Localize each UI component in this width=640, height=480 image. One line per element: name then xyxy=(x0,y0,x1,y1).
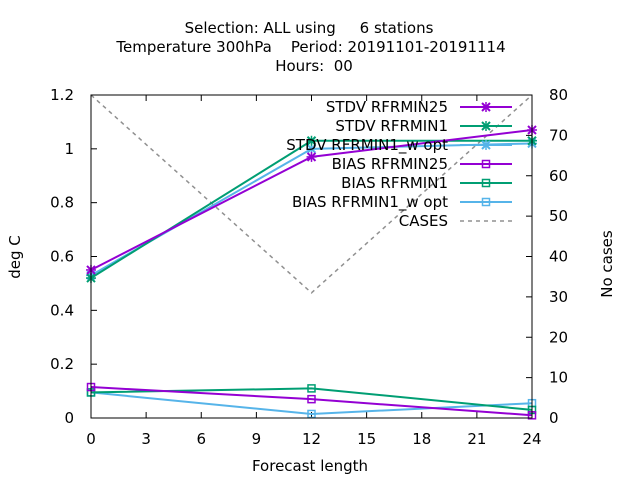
y-tick-label: 0.4 xyxy=(50,301,74,319)
y2-tick-label: 70 xyxy=(549,126,568,144)
title-line-2: Temperature 300hPa Period: 20191101-2019… xyxy=(115,38,505,56)
y-tick-label: 1 xyxy=(64,140,74,158)
legend-marker xyxy=(481,140,491,150)
x-tick-label: 15 xyxy=(357,430,376,448)
series-line xyxy=(90,94,533,294)
y-tick-label: 0 xyxy=(64,409,74,427)
x-tick-label: 0 xyxy=(86,430,96,448)
legend-label: BIAS RFRMIN1 xyxy=(341,174,448,192)
y-axis-label: deg C xyxy=(6,235,24,279)
data-point xyxy=(306,135,317,146)
y2-tick-label: 30 xyxy=(549,288,568,306)
y2-tick-label: 40 xyxy=(549,248,568,266)
legend-marker xyxy=(481,121,491,131)
y2-tick-label: 60 xyxy=(549,167,568,185)
x-tick-label: 21 xyxy=(467,430,486,448)
y2-tick-label: 50 xyxy=(549,207,568,225)
y2-tick-label: 80 xyxy=(549,86,568,104)
x-tick-label: 24 xyxy=(522,430,541,448)
data-point xyxy=(306,151,317,162)
legend-marker xyxy=(481,178,491,188)
x-tick-label: 6 xyxy=(196,430,206,448)
legend-label: BIAS RFRMIN25 xyxy=(332,155,448,173)
y2-tick-label: 10 xyxy=(549,369,568,387)
legend-label: STDV RFRMIN1 xyxy=(335,117,448,135)
plot-frame xyxy=(90,94,533,419)
data-point xyxy=(307,384,316,393)
series-line xyxy=(90,391,533,415)
x-axis-label: Forecast length xyxy=(252,457,368,475)
series-line xyxy=(90,386,533,417)
title-line-3: Hours: 00 xyxy=(275,57,353,75)
y-tick-label: 1.2 xyxy=(50,86,74,104)
data-point xyxy=(307,409,316,419)
legend-label: BIAS RFRMIN1_w opt xyxy=(292,193,448,212)
data-point xyxy=(307,394,316,404)
title-line-1: Selection: ALL using 6 stations xyxy=(185,19,434,37)
legend-label: STDV RFRMIN1_w opt xyxy=(286,136,448,155)
x-tick-label: 12 xyxy=(302,430,321,448)
legend-label: CASES xyxy=(399,212,448,230)
chart-title: Selection: ALL using 6 stations Temperat… xyxy=(115,19,505,75)
y2-tick-label: 0 xyxy=(549,409,559,427)
legend-marker xyxy=(481,159,491,169)
axis-ticks: 0 3 6 9 12 15 18 21 24 0 0.2 0.4 0.6 0.8 1 1.2 0 10 20 30 40… xyxy=(50,86,568,448)
x-tick-label: 9 xyxy=(252,430,262,448)
y-tick-label: 0.2 xyxy=(50,355,74,373)
legend-marker xyxy=(481,102,491,112)
x-tick-label: 18 xyxy=(412,430,431,448)
legend-marker xyxy=(481,197,491,207)
y-tick-label: 0.8 xyxy=(50,194,74,212)
legend-label: STDV RFRMIN25 xyxy=(326,98,448,116)
y2-axis-label: No cases xyxy=(598,230,616,298)
y-tick-label: 0.6 xyxy=(50,248,74,266)
x-tick-label: 3 xyxy=(141,430,151,448)
y2-tick-label: 20 xyxy=(549,328,568,346)
